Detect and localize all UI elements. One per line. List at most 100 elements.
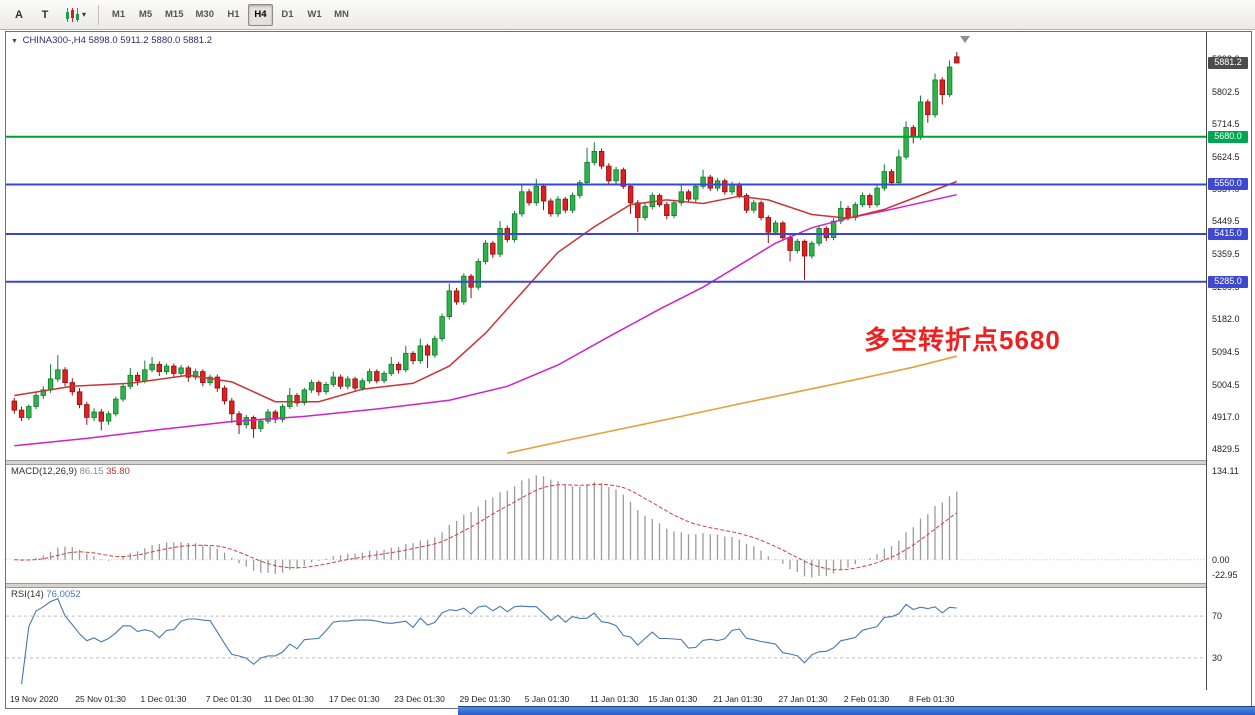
candle	[62, 367, 68, 387]
rsi-value: 76.0052	[46, 589, 81, 600]
candle	[18, 406, 25, 422]
timeframe-button-w1[interactable]: W1	[302, 4, 327, 26]
candle	[555, 196, 561, 217]
candle	[700, 169, 706, 189]
candle	[265, 409, 271, 424]
candle	[272, 409, 278, 423]
price-axis-label: 5094.5	[1212, 346, 1240, 357]
candle	[33, 391, 39, 409]
candle	[642, 203, 648, 221]
candle	[221, 385, 228, 405]
price-axis-label: 4917.0	[1212, 411, 1240, 422]
time-axis-label: 7 Dec 01:30	[205, 694, 252, 704]
arrow-tool-button[interactable]: A	[7, 4, 31, 26]
candle	[76, 388, 83, 409]
main-chart-canvas[interactable]	[6, 32, 1206, 460]
candle	[410, 351, 416, 365]
candle	[424, 343, 431, 368]
candle	[84, 401, 90, 425]
macd-panel-canvas[interactable]	[6, 463, 1206, 583]
candle	[142, 360, 148, 384]
candle	[678, 184, 684, 206]
time-axis-label: 21 Jan 01:30	[713, 694, 763, 704]
time-axis-label: 27 Jan 01:30	[778, 694, 828, 704]
candle	[388, 356, 394, 376]
candle	[598, 148, 605, 169]
candle	[591, 142, 597, 166]
candle	[468, 274, 474, 299]
timeframe-button-mn[interactable]: MN	[329, 4, 354, 26]
time-axis-label: 1 Dec 01:30	[140, 694, 187, 704]
candle	[301, 387, 307, 406]
chart-window[interactable]: ▼ CHINA300-,H4 5898.0 5911.2 5880.0 5881…	[5, 31, 1252, 709]
chart-title: ▼ CHINA300-,H4 5898.0 5911.2 5880.0 5881…	[11, 35, 212, 46]
candle	[439, 313, 445, 342]
timeframe-button-m15[interactable]: M15	[160, 4, 188, 26]
candle	[134, 372, 141, 386]
candle	[671, 199, 677, 219]
macd-axis-label: -22.95	[1212, 570, 1238, 580]
time-axis-label: 2 Feb 01:30	[843, 694, 890, 704]
candle	[149, 356, 155, 373]
timeframe-button-h1[interactable]: H1	[221, 4, 246, 26]
candle	[751, 199, 757, 214]
candle	[105, 411, 112, 425]
timeframe-buttons-group: M1 M5 M15 M30 H1 H4 D1 W1 MN	[105, 3, 355, 26]
price-badge: 5680.0	[1208, 130, 1248, 143]
macd-name: MACD(12,26,9)	[11, 466, 77, 477]
candle	[896, 149, 902, 186]
rsi-panel-canvas[interactable]	[6, 586, 1206, 690]
candle	[562, 196, 568, 214]
candle	[475, 258, 481, 291]
panel-splitter[interactable]	[6, 583, 1249, 588]
candle	[446, 283, 452, 320]
candle	[577, 180, 583, 199]
candle	[787, 235, 793, 262]
text-tool-button[interactable]: T	[33, 4, 57, 26]
chevron-down-icon: ▾	[82, 10, 87, 19]
candle	[569, 192, 576, 214]
candle	[816, 225, 822, 247]
taskbar[interactable]	[458, 706, 1255, 715]
panel-splitter[interactable]	[6, 460, 1249, 465]
candle	[490, 241, 496, 258]
candle	[214, 374, 220, 392]
time-axis-label: 11 Jan 01:30	[590, 694, 639, 704]
price-badge: 5881.2	[1208, 56, 1248, 69]
candle	[91, 408, 97, 422]
time-axis-label: 15 Jan 01:30	[648, 694, 698, 704]
time-axis-label: 23 Dec 01:30	[394, 694, 445, 704]
candle	[482, 240, 489, 265]
candle	[867, 193, 873, 208]
candle	[236, 411, 242, 434]
ma-fast-line	[14, 180, 958, 403]
candle	[330, 371, 336, 387]
timeframe-button-d1[interactable]: D1	[275, 4, 300, 26]
candle	[178, 365, 184, 376]
candle	[533, 178, 539, 206]
candle	[526, 188, 532, 206]
candle	[192, 368, 199, 380]
candle	[381, 370, 387, 384]
price-axis[interactable]: 5892.05802.55714.55624.55537.05449.55359…	[1206, 32, 1250, 690]
annotation-text[interactable]: 多空转折点5680	[864, 325, 1061, 355]
candle	[722, 178, 728, 195]
macd-signal-line	[14, 483, 958, 571]
candle	[758, 200, 764, 221]
candle	[859, 192, 866, 208]
chart-type-button[interactable]: ▾	[59, 4, 91, 26]
candle	[40, 386, 46, 400]
rsi-line	[21, 597, 957, 685]
timeframe-button-m1[interactable]: M1	[106, 4, 131, 26]
candle	[207, 374, 213, 386]
candle	[366, 368, 373, 384]
rsi-axis-label: 30	[1212, 652, 1223, 663]
candle	[127, 367, 133, 390]
time-axis-label: 25 Nov 01:30	[75, 694, 126, 704]
timeframe-button-m5[interactable]: M5	[133, 4, 158, 26]
timeframe-button-m30[interactable]: M30	[191, 4, 219, 26]
time-axis-label: 29 Dec 01:30	[459, 694, 511, 704]
timeframe-button-h4[interactable]: H4	[247, 3, 273, 26]
time-axis[interactable]: 19 Nov 2020 25 Nov 01:30 1 Dec 01:30 7 Dec …	[6, 690, 1206, 707]
candle	[511, 210, 518, 243]
